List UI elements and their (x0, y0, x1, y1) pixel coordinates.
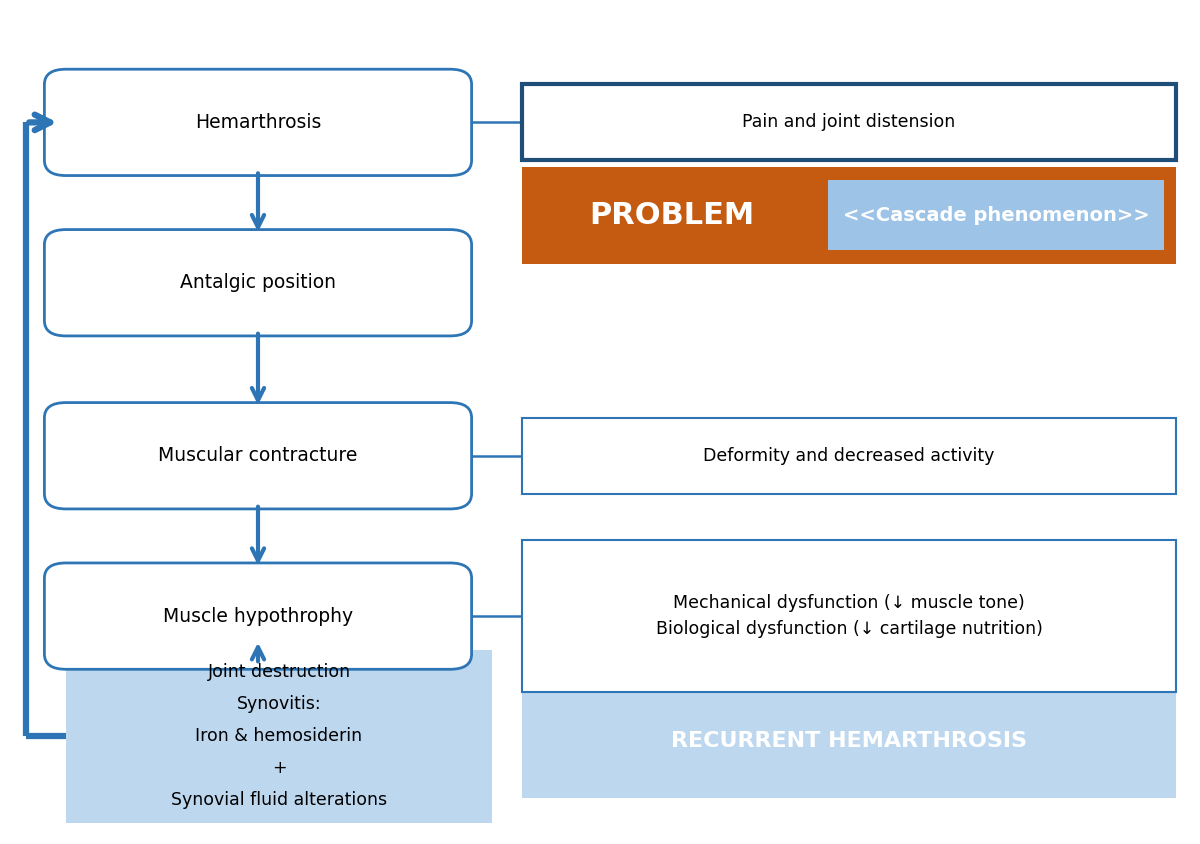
FancyBboxPatch shape (44, 69, 472, 176)
Text: Joint destruction
Synovitis:
Iron & hemosiderin
+
Synovial fluid alterations: Joint destruction Synovitis: Iron & hemo… (170, 663, 388, 809)
FancyBboxPatch shape (522, 167, 1176, 263)
FancyBboxPatch shape (44, 403, 472, 509)
FancyBboxPatch shape (522, 84, 1176, 160)
FancyBboxPatch shape (66, 650, 492, 823)
FancyBboxPatch shape (522, 684, 1176, 798)
Text: Antalgic position: Antalgic position (180, 273, 336, 292)
FancyBboxPatch shape (522, 418, 1176, 494)
Text: Hemarthrosis: Hemarthrosis (194, 113, 322, 132)
Text: RECURRENT HEMARTHROSIS: RECURRENT HEMARTHROSIS (671, 731, 1027, 750)
Text: <<Cascade phenomenon>>: <<Cascade phenomenon>> (842, 206, 1150, 225)
Text: Mechanical dysfunction (↓ muscle tone)
Biological dysfunction (↓ cartilage nutri: Mechanical dysfunction (↓ muscle tone) B… (655, 594, 1043, 638)
Text: Muscle hypothrophy: Muscle hypothrophy (163, 607, 353, 625)
FancyBboxPatch shape (522, 540, 1176, 692)
Text: Deformity and decreased activity: Deformity and decreased activity (703, 446, 995, 465)
FancyBboxPatch shape (44, 563, 472, 669)
Text: PROBLEM: PROBLEM (589, 201, 755, 230)
FancyBboxPatch shape (44, 230, 472, 336)
Text: Muscular contracture: Muscular contracture (158, 446, 358, 465)
Text: Pain and joint distension: Pain and joint distension (743, 113, 955, 132)
FancyBboxPatch shape (828, 181, 1164, 250)
